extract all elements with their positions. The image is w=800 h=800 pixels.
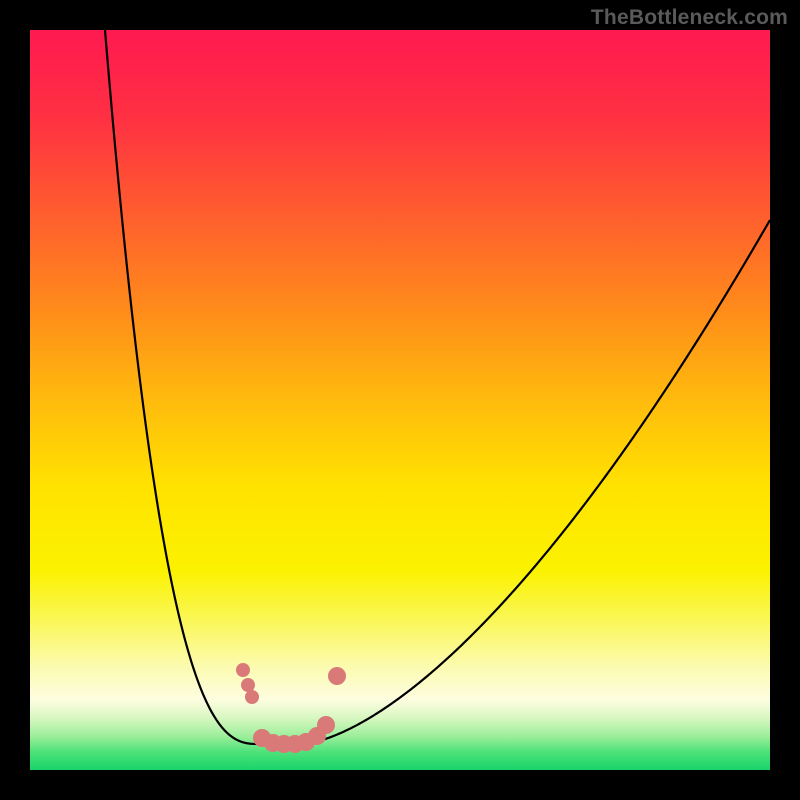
data-marker [245,690,259,704]
data-marker [328,667,346,685]
data-marker [317,716,335,734]
watermark-text: TheBottleneck.com [591,6,788,30]
chart-svg [30,30,770,770]
data-marker [236,663,250,677]
chart-frame: TheBottleneck.com [0,0,800,800]
plot-area [30,30,770,770]
data-marker [241,678,255,692]
